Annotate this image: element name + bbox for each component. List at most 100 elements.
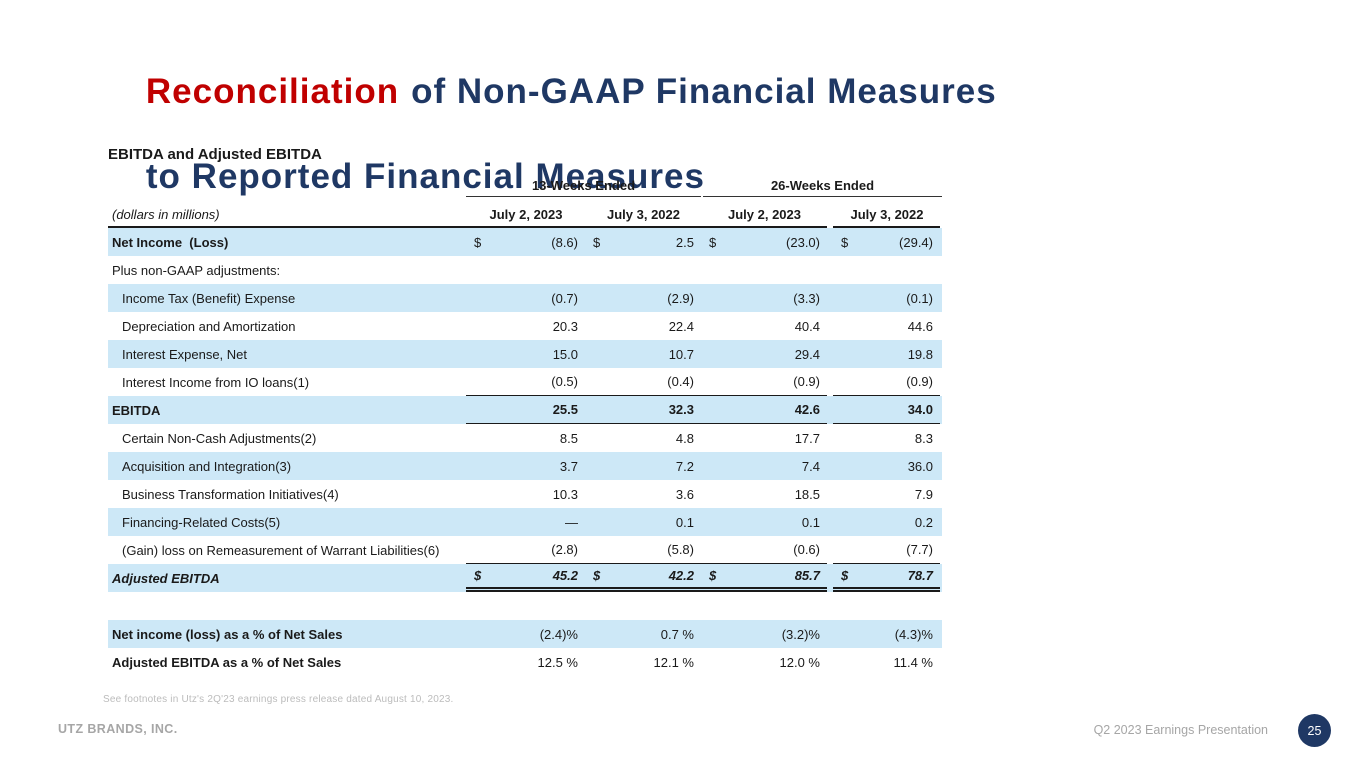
row-label: Interest Expense, Net (122, 346, 248, 362)
value-text: 85.7 (794, 568, 820, 583)
row-value: 19.8 (833, 340, 940, 368)
value-text: (0.6) (793, 542, 820, 557)
table-row: Income Tax (Benefit) Expense (0.7) (2.9) (3… (108, 284, 942, 312)
value-text: 8.3 (914, 430, 933, 446)
table-row: Adjusted EBITDA as a % of Net Sales 12.5 … (108, 648, 942, 676)
row-label: Adjusted EBITDA (112, 570, 220, 586)
table-row: Depreciation and Amortization 20.3 22.4 40.… (108, 312, 942, 340)
value-text: 34.0 (907, 402, 933, 417)
row-value: (2.4)% (466, 620, 585, 648)
value-text: 32.3 (668, 402, 694, 417)
row-value: 11.4 % (833, 648, 940, 676)
row-value: (7.7) (833, 536, 940, 564)
row-value: 10.7 (585, 340, 701, 368)
table-row: Certain Non-Cash Adjustments(2) 8.5 4.8 17.… (108, 424, 942, 452)
row-label: Plus non-GAAP adjustments: (112, 262, 281, 278)
value-text: (0.1) (906, 290, 933, 306)
column-header-row: (dollars in millions) July 2, 2023 July … (108, 197, 942, 228)
row-value: (5.8) (585, 536, 701, 564)
value-text: (4.3)% (894, 626, 933, 642)
row-value: (3.3) (701, 284, 827, 312)
value-text: 44.6 (907, 318, 933, 334)
row-value: (0.9) (833, 368, 940, 396)
value-text: 19.8 (907, 346, 933, 362)
row-value: 18.5 (701, 480, 827, 508)
row-label: Net income (loss) as a % of Net Sales (112, 626, 343, 642)
table-row: Plus non-GAAP adjustments: (108, 256, 942, 284)
table-row: Business Transformation Initiatives(4) 10… (108, 480, 942, 508)
value-text: 7.9 (914, 486, 933, 502)
table-row: EBITDA 25.5 32.3 42.6 34.0 (108, 396, 942, 424)
dollar-sign: $ (593, 234, 601, 250)
value-text: 0.1 (675, 514, 694, 530)
value-text: 18.5 (794, 486, 820, 502)
row-value: (3.2)% (701, 620, 827, 648)
row-label: Income Tax (Benefit) Expense (122, 290, 296, 306)
value-text: 29.4 (794, 346, 820, 362)
row-value: $2.5 (585, 228, 701, 256)
value-text: — (565, 514, 578, 530)
value-text: (0.9) (906, 374, 933, 389)
row-value: 7.9 (833, 480, 940, 508)
row-label: Interest Income from IO loans(1) (122, 374, 310, 390)
dollar-sign: $ (841, 568, 849, 583)
row-value: 44.6 (833, 312, 940, 340)
value-text: (23.0) (786, 234, 820, 250)
row-value: $ (23.0) (701, 228, 827, 256)
row-value: 8.3 (833, 424, 940, 452)
row-value: 34.0 (833, 396, 940, 424)
dollar-sign: $ (841, 234, 849, 250)
value-text: 2.5 (675, 234, 694, 250)
value-text: 40.4 (794, 318, 820, 334)
value-text: 4.8 (675, 430, 694, 446)
dollar-sign: $ (474, 234, 482, 250)
row-value: 3.6 (585, 480, 701, 508)
value-text: 42.2 (668, 568, 694, 583)
row-value: 20.3 (466, 312, 585, 340)
row-value: 0.1 (701, 508, 827, 536)
row-value: $ (29.4) (833, 228, 940, 256)
col-header-26w-2022: July 3, 2022 (833, 197, 940, 228)
value-text: 42.6 (794, 402, 820, 417)
company-name: UTZ BRANDS, INC. (58, 722, 178, 736)
row-value: $85.7 (701, 564, 827, 592)
table-row: Acquisition and Integration(3) 3.7 7.2 7.4 3… (108, 452, 942, 480)
value-text: 0.2 (914, 514, 933, 530)
value-text: 3.6 (675, 486, 694, 502)
value-text: 3.7 (559, 458, 578, 474)
value-text: 25.5 (552, 402, 578, 417)
row-value: 0.2 (833, 508, 940, 536)
row-value: 4.8 (585, 424, 701, 452)
row-value: (0.6) (701, 536, 827, 564)
value-text: (2.9) (667, 290, 694, 306)
row-label: Financing-Related Costs(5) (122, 514, 281, 530)
row-value: $ (8.6) (466, 228, 585, 256)
row-value: 36.0 (833, 452, 940, 480)
row-value: (0.9) (701, 368, 827, 396)
row-value: 3.7 (466, 452, 585, 480)
value-text: 10.3 (552, 486, 578, 502)
value-text: 12.0 % (779, 654, 820, 670)
page-number: 25 (1307, 723, 1322, 738)
table-row: Interest Income from IO loans(1) (0.5) (0.… (108, 368, 942, 396)
row-label: Adjusted EBITDA as a % of Net Sales (112, 654, 342, 670)
value-text: (29.4) (899, 234, 933, 250)
row-label: Certain Non-Cash Adjustments(2) (122, 430, 317, 446)
row-value: — (466, 508, 585, 536)
row-value: 8.5 (466, 424, 585, 452)
col-header-26w-2023: July 2, 2023 (701, 197, 827, 228)
row-label: Net Income (Loss) (112, 234, 229, 250)
row-value: (0.7) (466, 284, 585, 312)
value-text: (0.4) (667, 374, 694, 389)
title-highlight: Reconciliation (145, 71, 400, 111)
presentation-label: Q2 2023 Earnings Presentation (1093, 723, 1268, 737)
row-value: (0.5) (466, 368, 585, 396)
row-value: 17.7 (701, 424, 827, 452)
value-text: 45.2 (552, 568, 578, 583)
value-text: 10.7 (668, 346, 694, 362)
row-value: (0.1) (833, 284, 940, 312)
value-text: (8.6) (551, 234, 578, 250)
row-value: 42.6 (701, 396, 827, 424)
row-label: Acquisition and Integration(3) (122, 458, 292, 474)
row-value (585, 256, 701, 284)
